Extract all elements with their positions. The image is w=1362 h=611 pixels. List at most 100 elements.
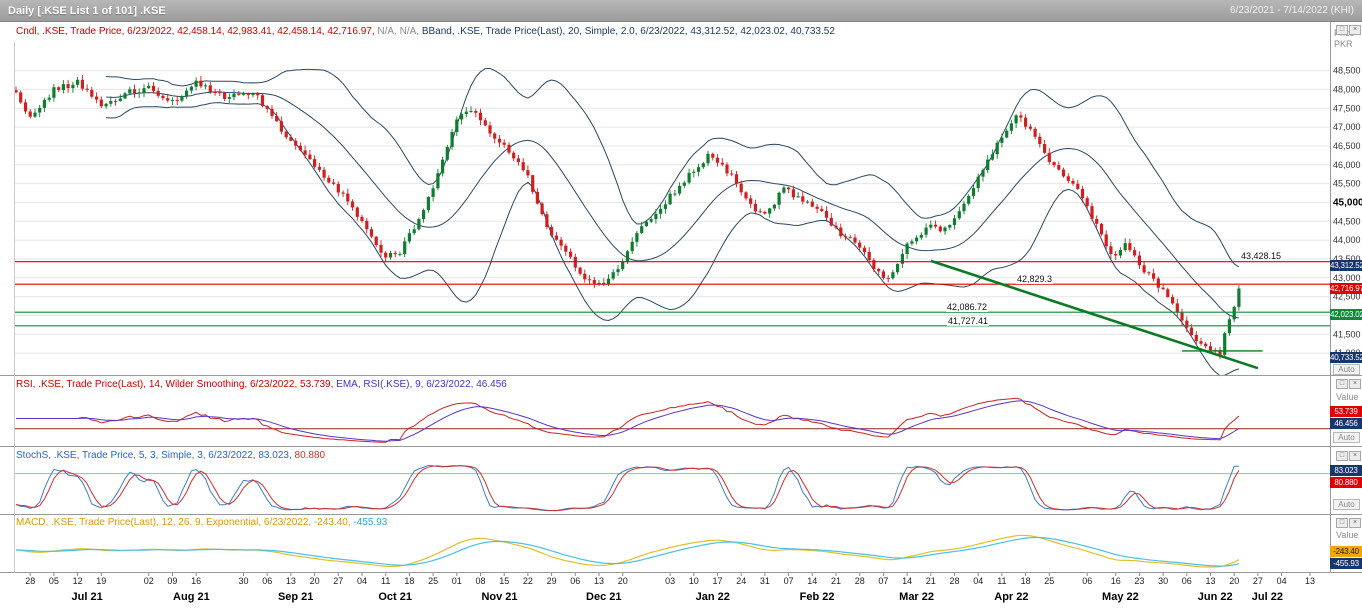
svg-text:18: 18 xyxy=(404,576,414,586)
panel-restore-icon[interactable]: □ xyxy=(1336,379,1348,389)
svg-text:03: 03 xyxy=(665,576,675,586)
last-price-box: 42,716.97 xyxy=(1330,283,1362,294)
svg-text:01: 01 xyxy=(452,576,462,586)
svg-text:27: 27 xyxy=(1253,576,1263,586)
legend-stoch-k: 83.023, xyxy=(255,450,292,461)
svg-text:44,500: 44,500 xyxy=(1333,216,1361,226)
macd-signal-value-box: -455.93 xyxy=(1330,558,1362,569)
svg-text:45,000: 45,000 xyxy=(1333,198,1362,209)
svg-text:07: 07 xyxy=(878,576,888,586)
svg-text:Nov 21: Nov 21 xyxy=(481,591,517,603)
level-label-43428: 43,428.15 xyxy=(1240,251,1283,261)
level-label-42829: 42,829.3 xyxy=(1016,274,1054,284)
svg-text:28: 28 xyxy=(25,576,35,586)
svg-text:17: 17 xyxy=(712,576,722,586)
price-gridlines xyxy=(14,70,1330,354)
macd-value-box: -243.40 xyxy=(1330,546,1362,557)
panel-close-icon[interactable]: × xyxy=(1349,451,1361,461)
main-autoscale-button[interactable]: Auto xyxy=(1333,364,1360,375)
trend-lines xyxy=(930,259,1263,370)
svg-text:46,000: 46,000 xyxy=(1333,160,1361,170)
panel-restore-icon[interactable]: □ xyxy=(1336,518,1348,528)
legend-bband[interactable]: BBand, .KSE, Trade Price(Last), 20, Simp… xyxy=(419,26,835,37)
svg-text:16: 16 xyxy=(1111,576,1121,586)
svg-text:09: 09 xyxy=(167,576,177,586)
rsi-axis-title: Value xyxy=(1336,392,1359,402)
legend-macd[interactable]: MACD, .KSE, Trade Price(Last), 12, 26, 9… xyxy=(16,517,312,528)
svg-text:45,500: 45,500 xyxy=(1333,179,1361,189)
svg-text:28: 28 xyxy=(855,576,865,586)
rsi-panel-controls: □ × xyxy=(1336,379,1361,389)
macd-panel xyxy=(15,534,1240,568)
svg-text:48,500: 48,500 xyxy=(1333,66,1361,76)
level-label-41727: 41,727.41 xyxy=(947,316,990,326)
svg-text:07: 07 xyxy=(784,576,794,586)
legend-na: N/A, N/A, xyxy=(374,26,420,37)
price-axis-unit-line2: PKR xyxy=(1334,39,1353,49)
svg-text:06: 06 xyxy=(570,576,580,586)
svg-text:43,500: 43,500 xyxy=(1333,254,1361,264)
svg-text:16: 16 xyxy=(191,576,201,586)
panel-close-icon[interactable]: × xyxy=(1349,379,1361,389)
bband-lower-price-box: 40,733.52 xyxy=(1330,352,1362,363)
svg-text:30: 30 xyxy=(238,576,248,586)
svg-text:Sep 21: Sep 21 xyxy=(278,591,313,603)
svg-text:Mar 22: Mar 22 xyxy=(899,591,934,603)
rsi-autoscale-button[interactable]: Auto xyxy=(1333,432,1360,443)
bband-upper-price-box: 43,312.52 xyxy=(1330,260,1362,271)
rsi-legend: RSI, .KSE, Trade Price(Last), 14, Wilder… xyxy=(16,379,507,390)
legend-rsi-ema[interactable]: EMA, RSI(.KSE), 9, 6/23/2022, 46.456 xyxy=(333,379,507,390)
svg-text:06: 06 xyxy=(262,576,272,586)
svg-text:Dec 21: Dec 21 xyxy=(586,591,621,603)
svg-text:Jun 22: Jun 22 xyxy=(1198,591,1233,603)
svg-text:27: 27 xyxy=(333,576,343,586)
svg-text:28: 28 xyxy=(949,576,959,586)
legend-stoch[interactable]: StochS, .KSE, Trade Price, 5, 3, Simple,… xyxy=(16,450,256,461)
stoch-autoscale-button[interactable]: Auto xyxy=(1333,499,1360,510)
svg-text:02: 02 xyxy=(144,576,154,586)
svg-text:31: 31 xyxy=(760,576,770,586)
legend-stoch-d: 80.880 xyxy=(291,450,326,461)
bband-middle-price-box: 42,023.02 xyxy=(1330,309,1362,320)
svg-text:11: 11 xyxy=(381,576,390,586)
candlesticks xyxy=(14,75,1241,360)
svg-text:19: 19 xyxy=(96,576,106,586)
svg-text:Jul 22: Jul 22 xyxy=(1252,591,1283,603)
svg-text:18: 18 xyxy=(1021,576,1031,586)
panel-close-icon[interactable]: × xyxy=(1349,25,1361,35)
svg-text:06: 06 xyxy=(1182,576,1192,586)
svg-text:06: 06 xyxy=(1082,576,1092,586)
svg-text:47,500: 47,500 xyxy=(1333,103,1361,113)
legend-candle[interactable]: Cndl, .KSE, Trade Price, 6/23/2022, 42,4… xyxy=(16,26,375,37)
svg-text:21: 21 xyxy=(831,576,841,586)
svg-text:14: 14 xyxy=(807,576,817,586)
stoch-panel xyxy=(14,464,1330,512)
svg-text:14: 14 xyxy=(902,576,912,586)
panel-close-icon[interactable]: × xyxy=(1349,518,1361,528)
svg-text:21: 21 xyxy=(926,576,936,586)
svg-text:08: 08 xyxy=(475,576,485,586)
level-label-42086: 42,086.72 xyxy=(946,302,989,312)
svg-text:10: 10 xyxy=(689,576,699,586)
svg-text:48,000: 48,000 xyxy=(1333,84,1361,94)
legend-macd-signal: -455.93 xyxy=(350,517,388,528)
panel-restore-icon[interactable]: □ xyxy=(1336,25,1348,35)
svg-text:13: 13 xyxy=(594,576,604,586)
stoch-k-value-box: 83.023 xyxy=(1330,465,1362,476)
svg-text:13: 13 xyxy=(286,576,296,586)
svg-text:23: 23 xyxy=(1134,576,1144,586)
main-panel-controls: □ × xyxy=(1336,25,1361,35)
svg-text:25: 25 xyxy=(1044,576,1054,586)
macd-panel-controls: □ × xyxy=(1336,518,1361,528)
rsi-panel xyxy=(14,397,1330,443)
bollinger-bands xyxy=(106,67,1240,377)
svg-text:20: 20 xyxy=(310,576,320,586)
svg-text:04: 04 xyxy=(973,576,983,586)
legend-rsi[interactable]: RSI, .KSE, Trade Price(Last), 14, Wilder… xyxy=(16,379,334,390)
panel-restore-icon[interactable]: □ xyxy=(1336,451,1348,461)
time-axis: 28 05 12 19 02 09 16 30 06 13 20 27 04 11 18 25 01 08 15 22… xyxy=(25,572,1315,603)
svg-text:Oct 21: Oct 21 xyxy=(378,591,412,603)
svg-text:29: 29 xyxy=(547,576,557,586)
